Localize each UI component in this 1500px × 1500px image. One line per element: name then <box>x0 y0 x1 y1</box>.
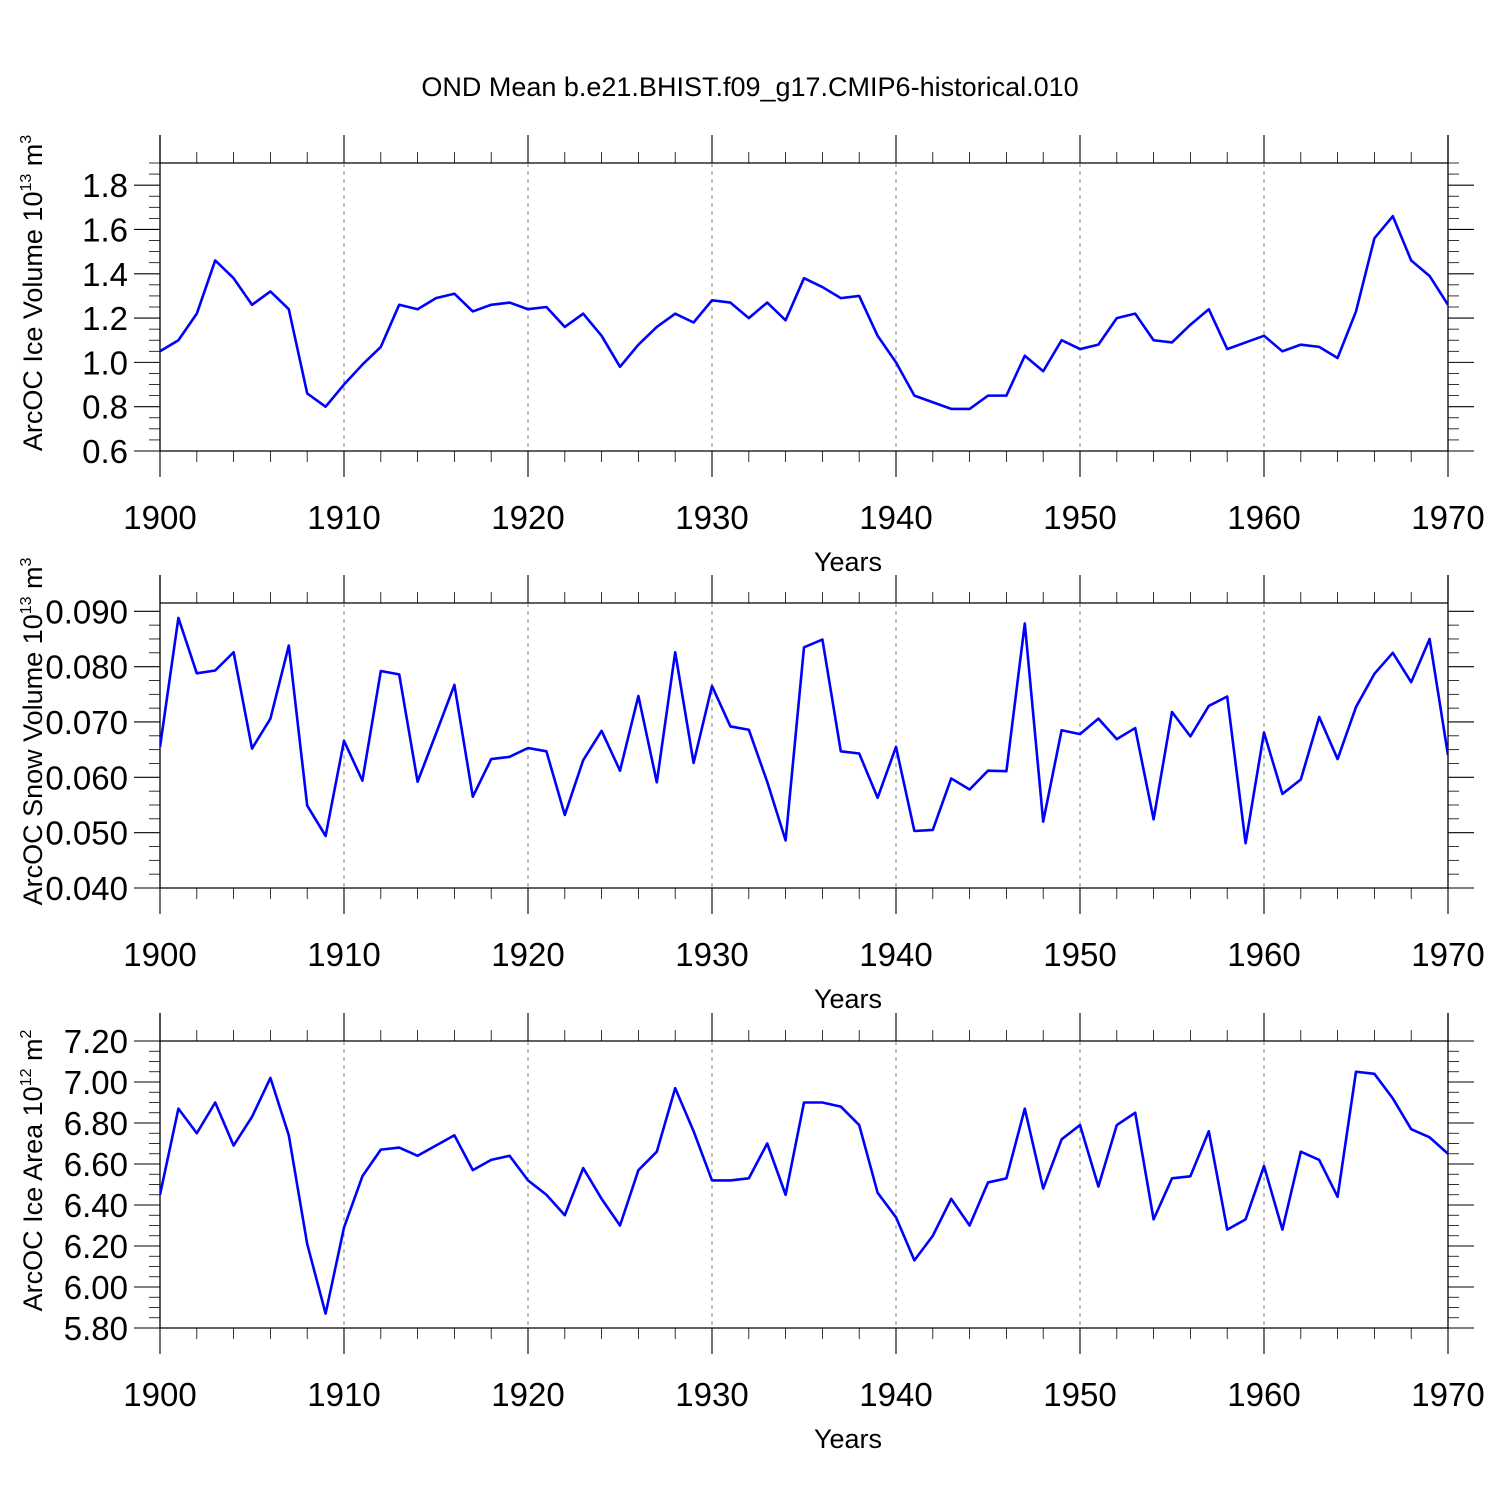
x-tick-label: 1900 <box>123 499 196 536</box>
x-tick-label: 1930 <box>675 499 748 536</box>
x-tick-label: 1950 <box>1043 499 1116 536</box>
y-tick-label: 1.8 <box>82 167 128 204</box>
x-tick-label: 1910 <box>307 936 380 973</box>
y-tick-label: 0.090 <box>45 593 128 630</box>
y-tick-label: 6.80 <box>64 1105 128 1142</box>
y-axis-title-superscript: 13 <box>18 174 35 192</box>
y-axis-title-superscript: 3 <box>18 557 35 566</box>
x-tick-label: 1940 <box>859 936 932 973</box>
x-tick-label: 1920 <box>491 936 564 973</box>
chart-panel-1: 1900 1910 1920 1930 1940 1950 1960 1970 Years 0.6… <box>18 135 1485 577</box>
y-tick-label: 0.050 <box>45 815 128 852</box>
y-tick-label: 1.6 <box>82 211 128 248</box>
y-tick-label: 6.40 <box>64 1187 128 1224</box>
x-tick-label: 1910 <box>307 1376 380 1413</box>
y-tick-label: 1.2 <box>82 300 128 337</box>
chart-panel-2: 1900 1910 1920 1930 1940 1950 1960 1970 Years 0.0… <box>18 557 1485 1014</box>
y-axis-title-part: m <box>18 566 48 596</box>
y-tick-label: 5.80 <box>64 1310 128 1347</box>
series-line <box>160 616 1448 845</box>
y-axis-title-part: ArcOC Snow Volume 10 <box>18 614 48 905</box>
x-axis-title: Years <box>814 1424 882 1454</box>
chart-title: OND Mean b.e21.BHIST.f09_g17.CMIP6-histo… <box>421 72 1078 102</box>
x-tick-label: 1940 <box>859 499 932 536</box>
y-tick-label: 0.070 <box>45 704 128 741</box>
y-axis-title: ArcOC Ice Volume 1013 m3 <box>18 135 48 451</box>
x-axis-title: Years <box>814 984 882 1014</box>
y-axis-title-superscript: 13 <box>18 596 35 614</box>
y-axis-title-part: ArcOC Ice Area 10 <box>18 1086 48 1311</box>
x-tick-label: 1910 <box>307 499 380 536</box>
y-tick-label: 0.080 <box>45 649 128 686</box>
chart-panel-3: 1900 1910 1920 1930 1940 1950 1960 1970 Years 5.8… <box>18 1013 1485 1454</box>
y-axis-title: ArcOC Snow Volume 1013 m3 <box>18 557 48 905</box>
chart-panels: 1900 1910 1920 1930 1940 1950 1960 1970 Years 0.6… <box>18 135 1485 1454</box>
y-tick-label: 6.20 <box>64 1228 128 1265</box>
y-tick-label: 7.00 <box>64 1064 128 1101</box>
y-axis-title: ArcOC Ice Area 1012 m2 <box>18 1030 48 1312</box>
x-tick-label: 1930 <box>675 936 748 973</box>
y-tick-label: 0.6 <box>82 433 128 470</box>
x-tick-label: 1970 <box>1411 1376 1484 1413</box>
x-axis-title: Years <box>814 547 882 577</box>
x-tick-label: 1940 <box>859 1376 932 1413</box>
x-tick-label: 1960 <box>1227 499 1300 536</box>
x-tick-label: 1930 <box>675 1376 748 1413</box>
y-axis-title-part: ArcOC Ice Volume 10 <box>18 192 48 452</box>
y-tick-label: 0.060 <box>45 759 128 796</box>
x-tick-label: 1970 <box>1411 499 1484 536</box>
x-tick-label: 1920 <box>491 499 564 536</box>
y-tick-label: 1.0 <box>82 344 128 381</box>
x-tick-label: 1960 <box>1227 936 1300 973</box>
x-tick-label: 1920 <box>491 1376 564 1413</box>
y-axis-title-superscript: 2 <box>18 1030 35 1039</box>
series-line <box>160 214 1448 411</box>
y-axis-title-superscript: 3 <box>18 135 35 144</box>
x-tick-label: 1900 <box>123 1376 196 1413</box>
x-tick-label: 1960 <box>1227 1376 1300 1413</box>
x-tick-label: 1950 <box>1043 936 1116 973</box>
y-tick-label: 0.040 <box>45 870 128 907</box>
y-tick-label: 6.60 <box>64 1146 128 1183</box>
series-line <box>160 1070 1448 1315</box>
y-axis-title-superscript: 12 <box>18 1068 35 1086</box>
x-tick-label: 1900 <box>123 936 196 973</box>
y-axis-title-part: m <box>18 1039 48 1069</box>
y-tick-label: 0.8 <box>82 389 128 426</box>
x-tick-label: 1950 <box>1043 1376 1116 1413</box>
y-tick-label: 6.00 <box>64 1269 128 1306</box>
y-tick-label: 7.20 <box>64 1023 128 1060</box>
x-tick-label: 1970 <box>1411 936 1484 973</box>
y-tick-label: 1.4 <box>82 256 128 293</box>
y-axis-title-part: m <box>18 144 48 174</box>
